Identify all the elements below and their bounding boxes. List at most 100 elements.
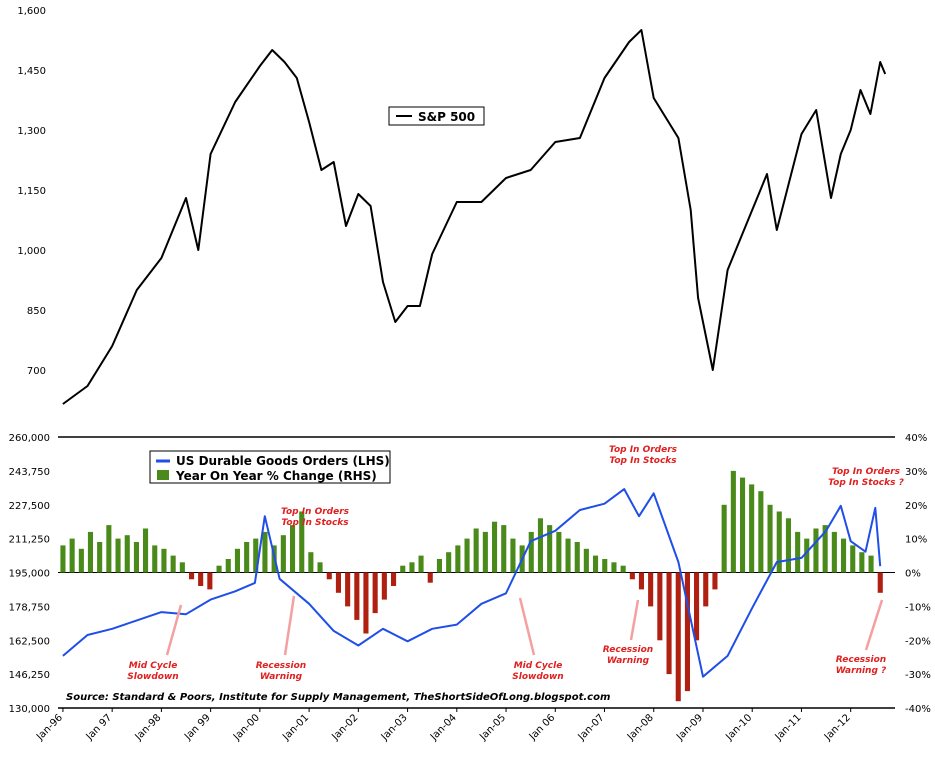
yoy-bar-57 <box>583 548 589 573</box>
annotation-arrow-4 <box>283 595 296 656</box>
annotation-1-line-1: Top In Stocks <box>609 456 677 466</box>
yoy-bar-52 <box>537 518 543 573</box>
annotation-5-line-0: Mid Cycle <box>514 661 563 671</box>
yoy-bar-20 <box>244 542 250 573</box>
yoy-bar-64 <box>648 572 654 607</box>
yoy-bar-21 <box>253 538 259 573</box>
annotation-5-line-1: Slowdown <box>512 672 563 682</box>
sp500-legend-box <box>388 106 485 126</box>
yoy-y-tick-0: -40% <box>905 704 931 715</box>
yoy-bar-45 <box>473 528 479 573</box>
yoy-bar-5 <box>106 525 112 573</box>
yoy-bar-32 <box>354 572 360 620</box>
yoy-bar-59 <box>602 559 608 573</box>
yoy-bar-61 <box>620 565 626 573</box>
yoy-bar-67 <box>675 572 681 702</box>
sp500-line <box>62 29 887 405</box>
annotation-4-line-0: Recession <box>256 661 306 671</box>
yoy-bar-87 <box>859 552 865 573</box>
yoy-bar-40 <box>427 572 433 583</box>
yoy-bar-89 <box>877 572 883 593</box>
yoy-y-tick-8: 40% <box>905 433 927 444</box>
x-tick-7: Jan-03 <box>379 712 410 743</box>
yoy-bar-43 <box>455 545 461 573</box>
yoy-bar-66 <box>666 572 672 675</box>
yoy-bar-15 <box>198 572 204 586</box>
x-tick-12: Jan-08 <box>625 712 656 743</box>
annotation-3-line-1: Slowdown <box>127 672 178 682</box>
yoy-bar-62 <box>629 572 635 580</box>
sp500-y-tick-6: 1,600 <box>17 6 46 17</box>
yoy-bar-24 <box>280 535 286 573</box>
yoy-bar-7 <box>124 535 130 573</box>
x-tick-1: Jan 97 <box>84 712 115 743</box>
yoy-bar-80 <box>795 531 801 573</box>
yoy-bar-60 <box>611 562 617 573</box>
yoy-bar-76 <box>758 491 764 573</box>
sp500-y-tick-2: 1,000 <box>17 246 46 257</box>
yoy-bar-51 <box>528 531 534 573</box>
yoy-bar-31 <box>345 572 351 607</box>
durable-goods-line <box>62 488 882 678</box>
yoy-bar-56 <box>574 542 580 573</box>
annotation-0-line-1: Top In Stocks <box>281 518 349 528</box>
yoy-bar-35 <box>381 572 387 600</box>
yoy-y-tick-6: 20% <box>905 501 927 512</box>
yoy-bar-42 <box>446 552 452 573</box>
yoy-y-tick-2: -20% <box>905 636 931 647</box>
annotation-2-line-1: Top In Stocks ? <box>828 478 904 488</box>
yoy-bar-84 <box>831 531 837 573</box>
yoy-bar-1 <box>69 538 75 573</box>
yoy-bar-70 <box>703 572 709 607</box>
annotation-0-line-0: Top In Orders <box>281 507 350 517</box>
durable-y-tick-4: 195,000 <box>9 569 50 580</box>
yoy-bar-30 <box>335 572 341 593</box>
yoy-bar-47 <box>492 521 498 573</box>
yoy-bars <box>60 470 883 702</box>
annotation-2-line-0: Top In Orders <box>832 467 901 477</box>
bottom-legend-box <box>149 450 391 484</box>
yoy-bar-48 <box>501 525 507 573</box>
yoy-y-tick-5: 10% <box>905 535 927 546</box>
x-tick-9: Jan-05 <box>477 712 508 743</box>
x-tick-13: Jan-09 <box>674 712 705 743</box>
x-tick-6: Jan-02 <box>330 712 361 743</box>
yoy-bar-4 <box>97 542 103 573</box>
bottom-legend-swatch-bar <box>157 470 169 480</box>
yoy-bar-69 <box>694 572 700 641</box>
yoy-bar-28 <box>317 562 323 573</box>
yoy-bar-2 <box>78 548 84 573</box>
yoy-bar-18 <box>225 559 231 573</box>
bottom-legend-label-1: Year On Year % Change (RHS) <box>175 469 377 483</box>
x-tick-0: Jan-96 <box>34 712 65 743</box>
annotation-6-line-0: Recession <box>603 645 653 655</box>
x-tick-15: Jan-11 <box>773 712 804 743</box>
yoy-y-tick-7: 30% <box>905 467 927 478</box>
sp500-y-tick-4: 1,300 <box>17 126 46 137</box>
yoy-bar-16 <box>207 572 213 590</box>
yoy-bar-22 <box>262 531 268 573</box>
yoy-bar-63 <box>638 572 644 590</box>
yoy-bar-78 <box>776 511 782 573</box>
sp500-legend-label: S&P 500 <box>418 110 475 124</box>
annotation-4-line-1: Warning <box>260 672 303 682</box>
durable-y-tick-2: 162,500 <box>9 636 50 647</box>
yoy-bar-49 <box>510 538 516 573</box>
x-tick-3: Jan 99 <box>182 712 213 743</box>
x-tick-8: Jan-04 <box>428 712 459 743</box>
annotation-arrow-6 <box>629 599 640 641</box>
yoy-bar-55 <box>565 538 571 573</box>
yoy-bar-34 <box>372 572 378 614</box>
yoy-y-tick-3: -10% <box>905 602 931 613</box>
yoy-bar-19 <box>234 548 240 573</box>
yoy-bar-88 <box>868 555 874 573</box>
yoy-bar-0 <box>60 545 66 573</box>
durable-y-tick-1: 146,250 <box>9 670 50 681</box>
annotation-1-line-0: Top In Orders <box>609 445 678 455</box>
yoy-bar-81 <box>804 538 810 573</box>
source-text: Source: Standard & Poors, Institute for … <box>66 692 610 703</box>
yoy-bar-3 <box>87 531 93 573</box>
yoy-bar-27 <box>308 552 314 573</box>
yoy-y-tick-4: 0% <box>905 569 921 580</box>
sp500-y-tick-1: 850 <box>27 306 46 317</box>
